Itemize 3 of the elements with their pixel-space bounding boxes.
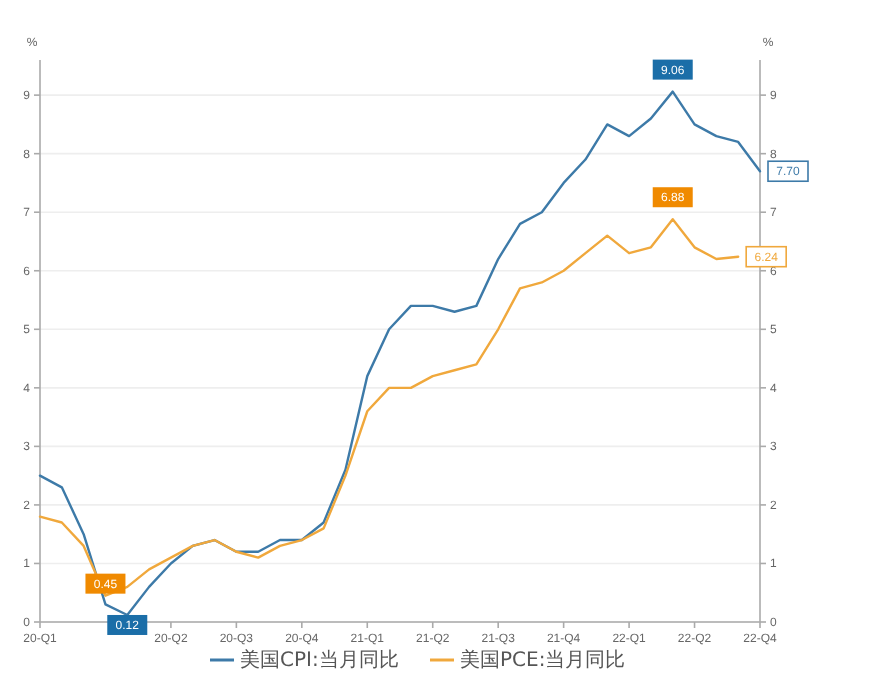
line-series — [38, 218, 740, 597]
legend-label: 美国CPI:当月同比 — [240, 648, 399, 672]
legend-label: 美国PCE:当月同比 — [460, 648, 626, 672]
